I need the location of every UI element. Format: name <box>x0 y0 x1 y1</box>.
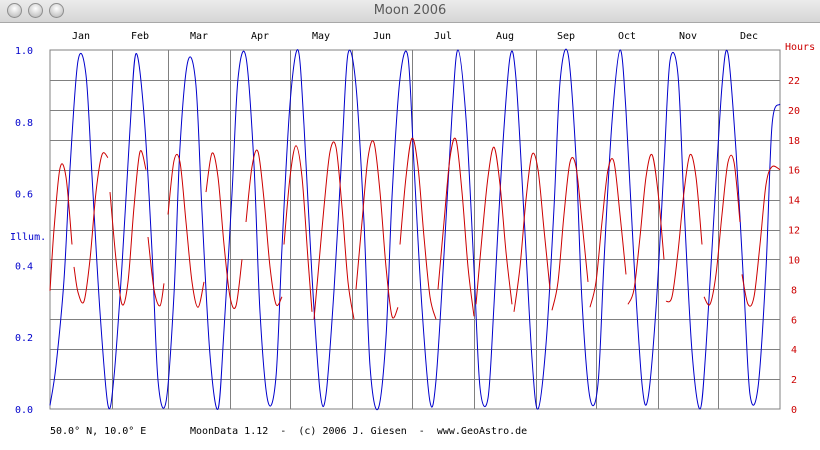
hours-line-segment <box>109 150 147 306</box>
moon-chart: Jan Feb Mar Apr May Jun Jul Aug Sep Oct Nov Dec Illu… <box>0 23 820 450</box>
illumination-tick-label: 0.8 <box>15 118 33 129</box>
month-label: Oct <box>618 31 636 42</box>
month-label: Mar <box>190 31 208 42</box>
hours-line-segment <box>399 137 437 320</box>
window-title: Moon 2006 <box>373 3 447 18</box>
hours-line-segment <box>475 146 513 305</box>
illumination-tick-label: 0.4 <box>15 261 33 272</box>
hours-line-segment <box>665 153 703 303</box>
hours-line-segment <box>703 154 741 306</box>
illumination-tick-label: 1.0 <box>15 46 33 57</box>
hours-line-segment <box>245 149 283 306</box>
hours-line-segment <box>551 156 589 311</box>
hours-tick-label: 6 <box>791 315 797 326</box>
hours-line-segment <box>627 153 665 305</box>
month-label: Jun <box>373 31 391 42</box>
month-label: May <box>312 31 330 42</box>
month-label: Aug <box>496 31 514 42</box>
location-text: 50.0° N, 10.0° E <box>50 426 147 437</box>
close-window-button[interactable] <box>7 3 22 18</box>
hours-line-segment <box>49 163 73 291</box>
plot-frame <box>49 49 781 410</box>
hours-line-segment <box>437 137 475 317</box>
hours-tick-label: 10 <box>788 255 800 266</box>
hours-line-segment <box>205 152 243 309</box>
month-label: Feb <box>131 31 149 42</box>
hours-tick-label: 16 <box>788 166 800 177</box>
hours-tick-label: 22 <box>788 76 800 87</box>
moon-chart-svg: Jan Feb Mar Apr May Jun Jul Aug Sep Oct Nov Dec Illu… <box>10 31 815 416</box>
hours-line-segment <box>147 236 165 307</box>
month-label: Sep <box>557 31 575 42</box>
month-label: Jan <box>72 31 90 42</box>
hours-tick-label: 2 <box>791 375 797 386</box>
credit-text: MoonData 1.12 - (c) 2006 J. Giesen - www… <box>190 426 528 437</box>
minimize-window-button[interactable] <box>28 3 43 18</box>
hours-tick-label: 0 <box>791 405 797 416</box>
illumination-tick-label: 0.0 <box>15 405 33 416</box>
month-label: Jul <box>434 31 452 42</box>
hours-line-segment <box>283 145 313 312</box>
hours-line-segment <box>589 158 627 308</box>
month-label: Nov <box>679 31 697 42</box>
hours-tick-label: 8 <box>791 285 797 296</box>
title-bar[interactable]: Moon 2006 <box>0 0 820 23</box>
hours-tick-label: 18 <box>788 136 800 147</box>
hours-tick-label: 14 <box>788 196 800 207</box>
hours-line-segment <box>741 165 781 307</box>
hours-line-segment <box>73 152 109 304</box>
hours-line-segment <box>313 141 355 320</box>
month-label: Apr <box>251 31 269 42</box>
illumination-line <box>49 48 781 411</box>
illumination-axis-label: Illum. <box>10 232 46 243</box>
hours-line-segment <box>355 140 399 319</box>
hours-tick-label: 4 <box>791 345 797 356</box>
month-label: Dec <box>740 31 758 42</box>
hours-line-segment <box>167 153 205 308</box>
zoom-window-button[interactable] <box>49 3 64 18</box>
hours-tick-label: 12 <box>788 226 800 237</box>
illumination-tick-label: 0.6 <box>15 190 33 201</box>
hours-axis-label: Hours <box>785 42 815 53</box>
hours-tick-label: 20 <box>788 106 800 117</box>
hours-line-segment <box>513 152 551 312</box>
illumination-tick-label: 0.2 <box>15 333 33 344</box>
